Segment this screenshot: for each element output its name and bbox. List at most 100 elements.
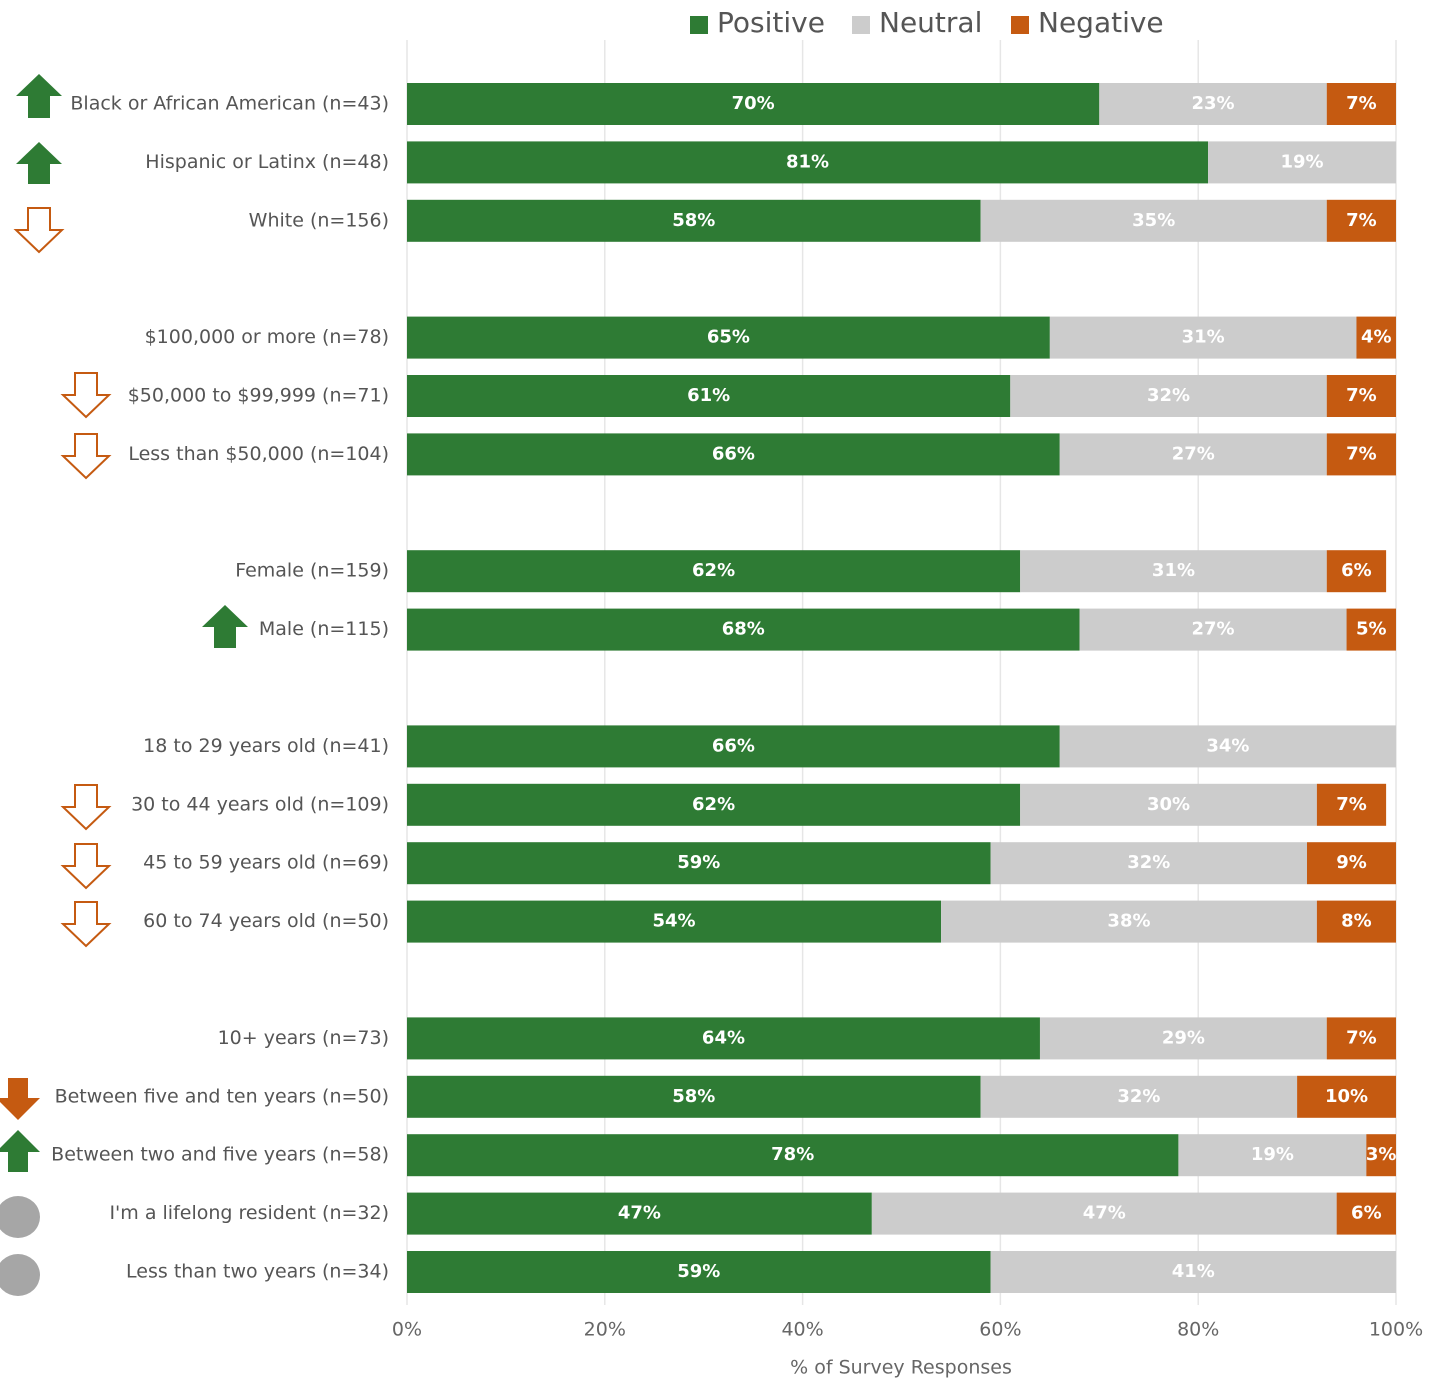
value-label: 54% xyxy=(652,911,695,932)
x-tick-label: 100% xyxy=(1369,1319,1423,1341)
y-tick-label: I'm a lifelong resident (n=32) xyxy=(109,1202,389,1224)
bar-segment xyxy=(990,1251,1396,1293)
x-tick-label: 80% xyxy=(1177,1319,1219,1341)
y-tick-label: Male (n=115) xyxy=(259,618,389,640)
value-label: 32% xyxy=(1117,1086,1160,1107)
bar-segment xyxy=(1079,608,1347,651)
value-label: 8% xyxy=(1341,911,1372,932)
up-arrow xyxy=(16,142,62,184)
bar-segment xyxy=(407,1192,872,1235)
y-tick-label: 30 to 44 years old (n=109) xyxy=(131,793,389,815)
value-label: 34% xyxy=(1206,735,1249,756)
down-arrow-outline xyxy=(60,433,112,480)
value-label: 10% xyxy=(1325,1086,1368,1107)
value-label: 9% xyxy=(1336,852,1367,873)
bar-segment xyxy=(1316,783,1387,826)
bar-segment xyxy=(1366,1134,1396,1177)
y-tick-label: 10+ years (n=73) xyxy=(218,1027,389,1049)
value-label: 32% xyxy=(1147,385,1190,406)
value-label: 23% xyxy=(1191,93,1234,114)
bar-segment xyxy=(407,900,942,943)
x-tick-label: 40% xyxy=(781,1319,823,1341)
value-label: 19% xyxy=(1251,1144,1294,1165)
value-label: 7% xyxy=(1336,794,1367,815)
y-tick-label: Between two and five years (n=58) xyxy=(51,1144,389,1166)
value-label: 61% xyxy=(687,385,730,406)
value-label: 35% xyxy=(1132,210,1175,231)
bar-segment xyxy=(1326,83,1396,125)
y-tick-label: $50,000 to $99,999 (n=71) xyxy=(128,385,389,407)
legend-label: Negative xyxy=(1038,6,1164,39)
down-arrow-outline xyxy=(13,207,65,254)
bar-segment xyxy=(1346,608,1396,651)
bar-segment xyxy=(407,842,991,885)
value-label: 68% xyxy=(722,619,765,640)
value-label: 47% xyxy=(1083,1203,1126,1224)
bar-segment xyxy=(407,1134,1179,1177)
bar-segment xyxy=(990,842,1307,885)
up-arrow xyxy=(202,605,248,648)
value-label: 62% xyxy=(692,560,735,581)
bar-segment xyxy=(407,199,981,242)
bar-segment xyxy=(407,608,1080,651)
bar-segment xyxy=(1020,783,1317,826)
value-label: 81% xyxy=(786,151,829,172)
value-label: 31% xyxy=(1182,327,1225,348)
x-tick-label: 0% xyxy=(392,1319,422,1341)
y-tick-label: Female (n=159) xyxy=(235,560,389,582)
value-label: 4% xyxy=(1361,327,1392,348)
bar-segment xyxy=(407,1075,981,1118)
bar-segment xyxy=(1178,1134,1367,1177)
legend-label: Neutral xyxy=(879,6,982,39)
value-label: 7% xyxy=(1346,1027,1377,1048)
significance-icons xyxy=(0,74,248,1296)
bar-segment xyxy=(1316,900,1396,943)
bar-segment xyxy=(407,725,1060,768)
value-label: 27% xyxy=(1172,443,1215,464)
bar-segment xyxy=(941,900,1317,943)
bar-segment xyxy=(407,783,1021,826)
value-label: 3% xyxy=(1366,1144,1397,1165)
legend-swatch xyxy=(1011,16,1029,34)
bar-segment xyxy=(1059,725,1396,768)
y-tick-label: 18 to 29 years old (n=41) xyxy=(143,735,389,757)
value-label: 7% xyxy=(1346,210,1377,231)
y-tick-label: $100,000 or more (n=78) xyxy=(145,326,389,348)
down-arrow-outline xyxy=(60,372,112,419)
bar-segment xyxy=(407,83,1100,125)
bar-segment xyxy=(1297,1075,1396,1118)
bar-segment xyxy=(407,316,1050,359)
x-tick-label: 20% xyxy=(584,1319,626,1341)
value-label: 78% xyxy=(771,1144,814,1165)
value-label: 70% xyxy=(732,93,775,114)
bar-segment xyxy=(1208,141,1396,184)
value-label: 58% xyxy=(672,210,715,231)
bar-segment xyxy=(1326,199,1396,242)
value-label: 7% xyxy=(1346,443,1377,464)
down-arrow-outline xyxy=(60,784,112,831)
bar-segment xyxy=(407,375,1011,417)
bar-segment xyxy=(1010,375,1327,417)
value-label: 29% xyxy=(1162,1027,1205,1048)
bar-segment xyxy=(1099,83,1327,125)
value-label: 30% xyxy=(1147,794,1190,815)
value-label: 7% xyxy=(1346,385,1377,406)
y-tick-label: 45 to 59 years old (n=69) xyxy=(143,852,389,874)
bar-segment xyxy=(407,433,1060,476)
neutral-dot xyxy=(0,1254,40,1296)
y-tick-label: Black or African American (n=43) xyxy=(70,93,389,115)
x-axis-label: % of Survey Responses xyxy=(790,1357,1012,1379)
bar-segment xyxy=(871,1192,1337,1235)
value-label: 5% xyxy=(1356,619,1387,640)
down-arrow xyxy=(0,1078,40,1120)
y-tick-label: Between five and ten years (n=50) xyxy=(55,1085,389,1107)
value-label: 41% xyxy=(1172,1261,1215,1282)
bar-segment xyxy=(1326,433,1396,476)
value-label: 32% xyxy=(1127,852,1170,873)
legend-swatch xyxy=(690,16,708,34)
value-label: 6% xyxy=(1351,1203,1382,1224)
bar-segment xyxy=(980,199,1327,242)
y-tick-label: Less than $50,000 (n=104) xyxy=(128,443,389,465)
y-tick-label: 60 to 74 years old (n=50) xyxy=(143,910,389,932)
